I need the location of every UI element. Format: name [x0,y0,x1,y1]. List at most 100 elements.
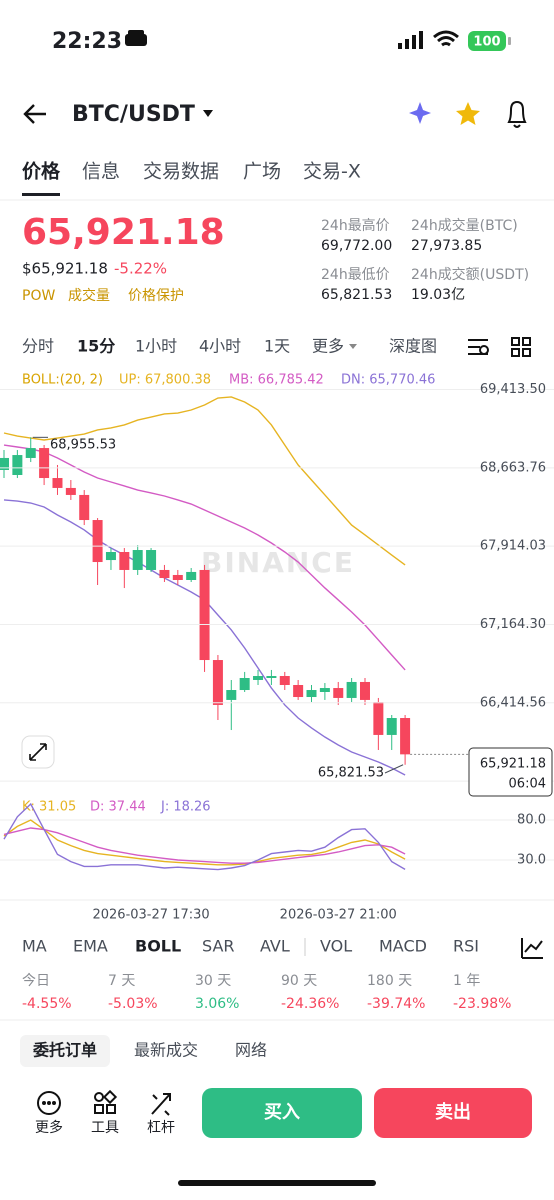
tool-label[interactable]: 杠杆 [147,1120,175,1136]
tag[interactable]: 价格保护 [128,288,184,304]
indicator-tab[interactable]: AVL [260,937,290,956]
indicator-tab[interactable]: BOLL [135,937,181,956]
layout-icon[interactable] [511,337,531,357]
legend-entry: K: 31.05 [22,800,76,815]
stat-label: 24h成交额(USDT) [411,266,529,283]
bell-icon[interactable] [507,100,527,128]
interval-tab[interactable]: 4小时 [199,337,241,356]
y-tick-label: 30.0 [517,853,546,868]
candle-body [92,520,103,563]
more-dropdown[interactable] [349,344,357,349]
candle-body [400,718,411,755]
sell-button[interactable] [374,1088,532,1138]
stat-value: 69,772.00 [321,238,392,254]
interval-tab[interactable]: 1天 [264,337,290,356]
candle-body [386,718,397,735]
tool-icons[interactable] [37,1089,171,1116]
period-change: -24.36% [281,996,339,1012]
indicator-tab[interactable]: MA [22,937,47,956]
x-tick-label: 2026-03-27 17:30 [92,908,209,923]
battery-level: 100 [473,35,500,50]
chart-settings-icon[interactable] [468,339,489,355]
period-label: 90 天 [281,973,317,989]
legend-entry: D: 37.44 [90,800,146,815]
expand-icon [29,743,47,761]
boll-line [3,444,406,671]
order-tab[interactable]: 网络 [235,1041,267,1060]
indicator-tab[interactable]: VOL [320,937,352,956]
x-tick-label: 2026-03-27 21:00 [280,908,397,923]
price-change: -5.22% [114,260,167,278]
home-indicator [178,1180,376,1186]
tool-label[interactable]: 更多 [35,1119,63,1136]
active-tab-bg [20,1035,110,1067]
candle-body [172,574,183,580]
candle-countdown: 06:04 [509,777,546,792]
tag[interactable]: 成交量 [68,287,110,304]
tab[interactable]: 价格 [22,160,61,183]
period-label: 7 天 [108,973,135,989]
tool-label[interactable]: 工具 [91,1120,119,1136]
candle-body [199,569,210,661]
period-label: 今日 [22,973,50,989]
last-price-box [468,747,553,797]
candle-body [212,660,223,705]
tab[interactable]: 广场 [243,161,281,183]
interval-tab[interactable]: 更多 [312,337,344,356]
low-label: 65,821.53 [318,766,384,781]
last-price-tag: 65,921.18 [480,757,546,772]
buy-button[interactable] [202,1088,362,1138]
y-tick-label: 67,164.30 [480,617,546,632]
tab[interactable]: 交易数据 [143,161,219,183]
boll-line [3,396,406,566]
fiat-price: $65,921.18 [22,260,108,278]
period-change: -39.74% [367,996,425,1012]
buy-label[interactable]: 买入 [264,1102,300,1123]
interval-tab[interactable]: 分时 [22,337,54,356]
candle-body [65,487,76,495]
order-tab[interactable]: 委托订单 [32,1041,97,1060]
period-label: 1 年 [453,973,480,989]
back-arrow[interactable] [23,104,46,124]
pair-title[interactable]: BTC/USDT [72,102,195,127]
fullscreen-chart-icon[interactable] [521,938,543,959]
favorite-star[interactable] [456,102,480,125]
status-icons [125,30,511,51]
y-tick-label: 66,414.56 [480,695,546,710]
candle-body [105,552,116,561]
tab-underline [22,193,60,196]
ai-icon[interactable] [409,102,431,124]
tab[interactable]: 信息 [82,161,120,183]
interval-tab[interactable]: 深度图 [389,337,437,356]
period-change: -5.03% [108,996,158,1012]
candle-body [12,455,23,475]
candle-body [373,702,384,735]
candle-body [132,550,143,570]
candle-body [306,690,317,698]
tab[interactable]: 交易-X [303,161,361,183]
stat-label: 24h最低价 [321,267,390,283]
stat-value: 19.03亿 [411,287,465,303]
candle-body [25,448,36,458]
candle-body [0,457,9,470]
interval-tab[interactable]: 15分 [77,337,115,356]
candle-body [359,681,370,700]
main-plot: BINANCE [0,396,411,776]
indicator-tab[interactable]: EMA [73,937,108,956]
legend-entry: UP: 67,800.38 [119,373,211,388]
candle-body [146,550,157,570]
y-tick-label: 69,413.50 [480,382,546,397]
pair-dropdown[interactable] [203,110,213,117]
tag[interactable]: POW [22,288,55,304]
indicator-tab[interactable]: SAR [202,937,235,956]
indicator-tab[interactable]: MACD [379,937,427,956]
order-tab[interactable]: 最新成交 [134,1041,198,1060]
candle-body [319,688,330,692]
period-change: -23.98% [453,996,511,1012]
candle-body [266,676,277,678]
sell-label[interactable]: 卖出 [435,1101,471,1123]
interval-tab[interactable]: 1小时 [135,337,177,356]
high-label: 68,955.53 [50,438,116,453]
indicator-tab[interactable]: RSI [453,937,479,956]
